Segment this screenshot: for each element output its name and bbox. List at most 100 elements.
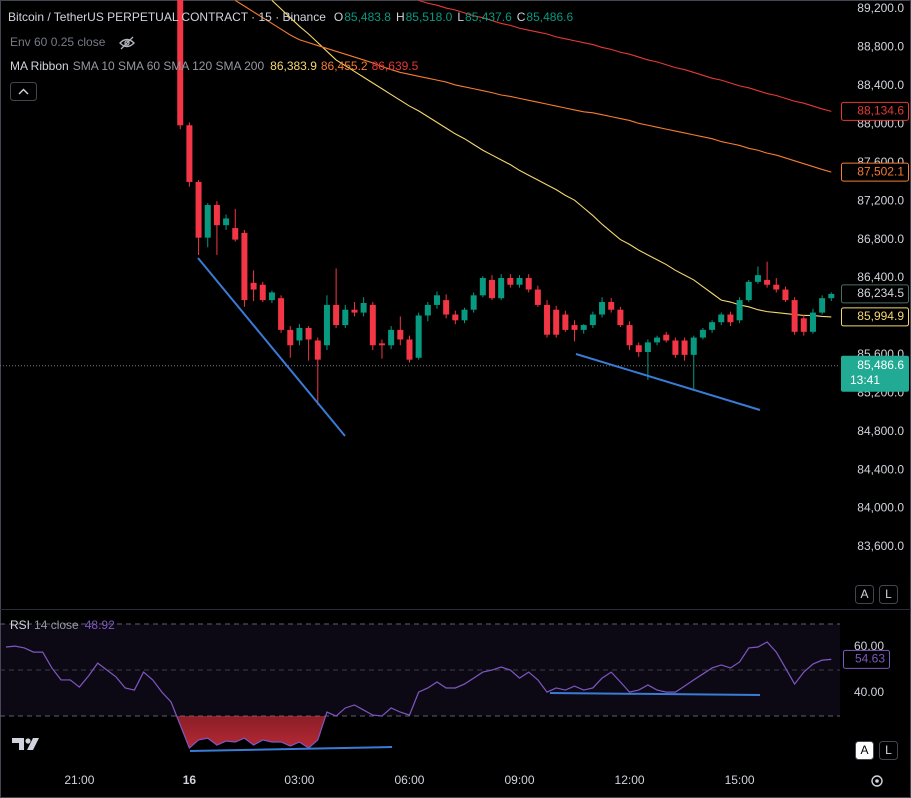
scale-button[interactable] [879, 741, 898, 760]
candle-body [232, 228, 239, 240]
candle-body [296, 327, 303, 341]
x-tick-label: 15:00 [725, 773, 755, 787]
x-tick-label: 06:00 [394, 773, 424, 787]
scale-button[interactable] [855, 585, 874, 604]
price-label: 86,234.5 [857, 286, 904, 300]
ohlc-value: 85,518.0 [406, 10, 453, 24]
ohlc-key: O [334, 10, 343, 24]
x-tick-label: 21:00 [64, 773, 94, 787]
candle-body [690, 337, 697, 355]
scale-button-label[interactable]: L [885, 743, 892, 757]
visibility-icon[interactable] [119, 36, 135, 50]
indicator-name: RSI [10, 618, 30, 632]
candle-body [342, 309, 349, 326]
candle-body [800, 318, 807, 332]
scale-button[interactable] [879, 585, 898, 604]
candle-body [223, 218, 230, 226]
oversold-fill [176, 716, 326, 748]
candle-body [516, 278, 523, 285]
scale-button-label[interactable]: L [885, 587, 892, 601]
candle-body [406, 339, 413, 360]
settings-icon[interactable] [871, 775, 883, 787]
trend-line [549, 692, 761, 696]
indicator-params: 14 close [34, 618, 79, 632]
candle-body [525, 278, 532, 290]
symbol-title: Bitcoin / TetherUS PERPETUAL CONTRACT · … [8, 10, 326, 24]
candle-body [433, 295, 440, 305]
y-tick-label: 87,200.0 [857, 193, 904, 207]
candle-body [241, 232, 248, 301]
y-tick-label: 40.00 [854, 685, 884, 699]
candle-body [699, 329, 706, 338]
price-label-box [841, 101, 909, 121]
candle-body [819, 298, 826, 313]
rsi-pane [0, 623, 840, 750]
indicator-value: 86,639.5 [372, 59, 419, 73]
candle-body [828, 293, 835, 299]
ohlc-key: C [517, 10, 526, 24]
candle-body [663, 334, 670, 341]
y-tick-label: 84,400.0 [857, 462, 904, 476]
y-tick-label: 84,800.0 [857, 424, 904, 438]
candle-body [461, 309, 468, 321]
trend-lines [189, 257, 761, 752]
indicator-label: Env 60 0.25 close [10, 35, 106, 49]
candle-body [388, 329, 395, 346]
candle-body [415, 315, 422, 358]
ohlc-value: 85,486.6 [526, 10, 573, 24]
candle-body [424, 304, 431, 316]
candle-body [479, 278, 486, 296]
trend-line [189, 746, 393, 752]
ohlc-key: H [396, 10, 405, 24]
candle-body [534, 289, 541, 305]
scale-button-label[interactable]: A [860, 743, 868, 757]
candle-body [773, 284, 780, 290]
ohlc-value: 85,483.8 [344, 10, 391, 24]
candle-body [736, 300, 743, 321]
candle-body [360, 302, 367, 313]
indicator-value: 86,383.9 [270, 59, 317, 73]
x-tick-label: 09:00 [505, 773, 535, 787]
ohlc-value: 85,437.6 [465, 10, 512, 24]
moving-average-line [234, 0, 832, 173]
price-label-box [841, 284, 909, 304]
candle-body [323, 304, 330, 346]
scale-button[interactable] [855, 741, 874, 760]
candle-body [562, 314, 569, 330]
x-tick-label: 16 [183, 773, 197, 787]
candle-body [754, 275, 761, 282]
candle-body [213, 205, 220, 226]
ohlc-key: L [457, 10, 464, 24]
y-tick-label: 86,800.0 [857, 232, 904, 246]
candle-body [580, 325, 587, 330]
candle-body [204, 205, 211, 238]
candle-body [397, 329, 404, 340]
x-tick-label: 12:00 [615, 773, 645, 787]
candle-body [305, 327, 312, 340]
candle-body [250, 282, 257, 290]
trend-line [575, 353, 761, 411]
candle-body [333, 304, 340, 326]
candle-body [443, 300, 450, 315]
current-price-box [841, 355, 909, 392]
countdown-label: 13:41 [850, 373, 880, 387]
candle-body [278, 298, 285, 330]
price-label-box [841, 307, 909, 327]
candle-body [727, 314, 734, 323]
scale-button-label[interactable]: A [860, 587, 868, 601]
candle-body [745, 281, 752, 301]
main-pane [0, 0, 840, 405]
candle-body [589, 314, 596, 326]
candle-body [782, 289, 789, 301]
candle-body [672, 340, 679, 355]
candle-body [644, 342, 651, 352]
candle-body [314, 340, 321, 360]
candle-body [378, 343, 385, 346]
candle-body [764, 279, 771, 285]
price-label: 85,994.9 [857, 309, 904, 323]
indicator-value: 48.92 [85, 618, 115, 632]
y-tick-label: 83,600.0 [857, 539, 904, 553]
collapse-button[interactable] [10, 82, 37, 101]
candle-body [470, 295, 477, 310]
